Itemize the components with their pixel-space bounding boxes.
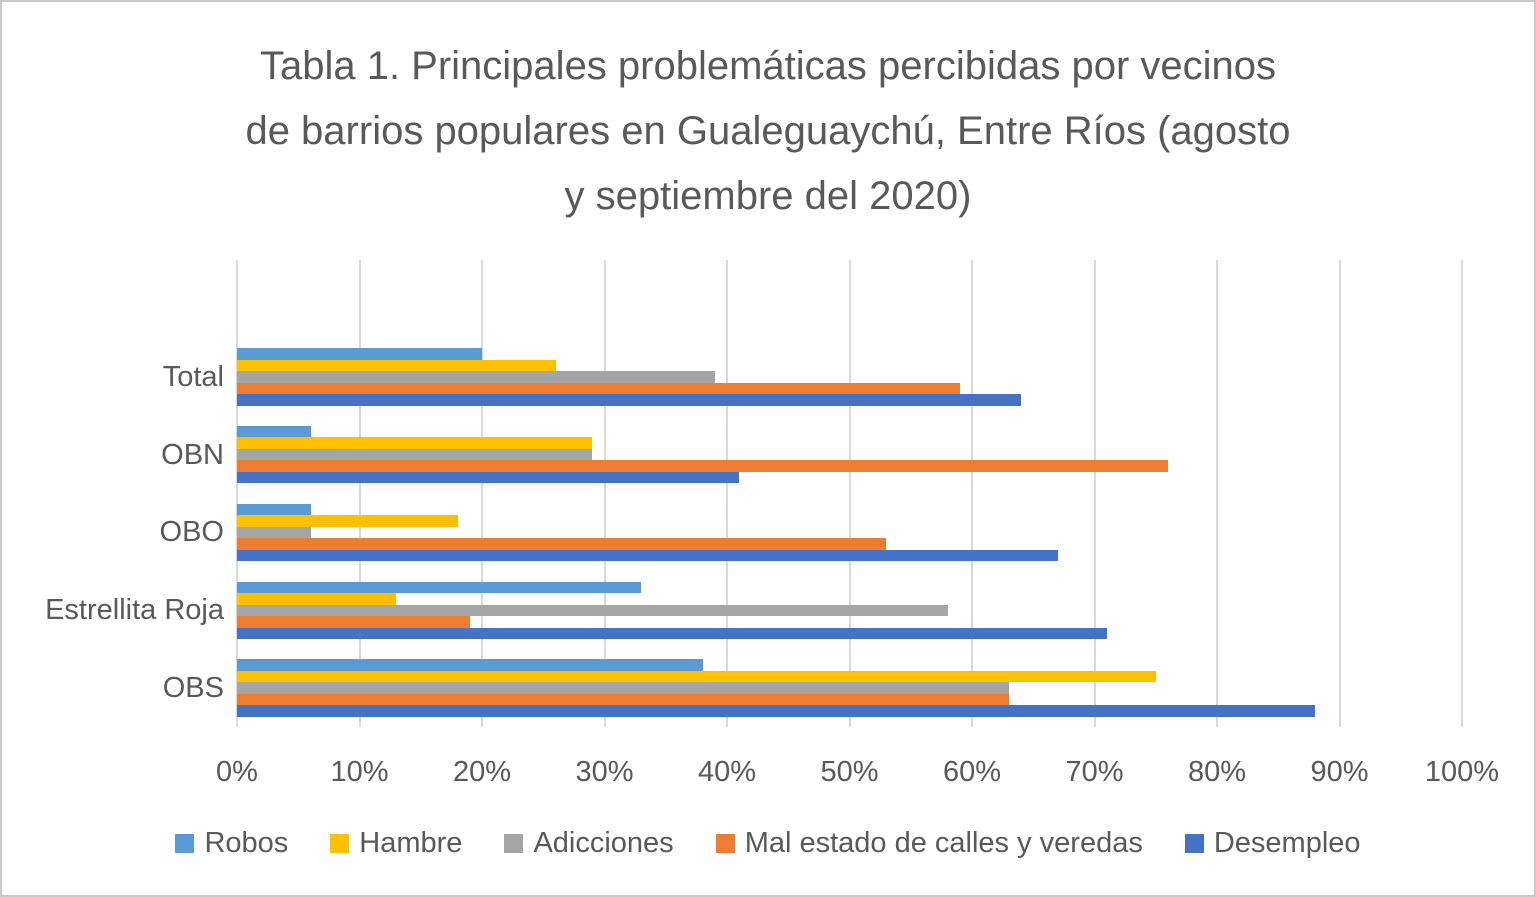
bar-Total-Adicciones [237,371,715,383]
legend-label-Hambre: Hambre [359,827,463,859]
category-label-OBS: OBS [162,672,224,705]
legend: Robos Hambre Adicciones Mal estado de calle… [2,824,1534,862]
gridline-90% [1338,260,1341,727]
legend-label-Adicciones: Adicciones [533,827,674,859]
gridline-30% [603,260,606,727]
bar-Estrellita Roja-Mal estado de calles y veredas [237,616,470,628]
x-tick-label-90%: 90% [1310,756,1369,788]
legend-marker-Robos [175,833,195,853]
bar-Estrellita Roja-Robos [237,581,642,593]
category-label-Estrellita Roja: Estrellita Roja [45,594,224,627]
bar-OBS-Adicciones [237,682,1009,694]
x-tick-label-10%: 10% [330,756,389,788]
x-tick-label-20%: 20% [452,756,512,788]
bar-OBO-Robos [237,503,311,516]
bar-OBO-Adicciones [237,526,311,539]
x-tick-label-40%: 40% [697,756,757,788]
gridline-70% [1093,260,1096,727]
category-label-Total: Total [162,360,224,393]
legend-label-Desempleo: Desempleo [1213,827,1361,859]
gridline-10% [358,260,361,727]
legend-item-Robos: Robos [175,824,288,862]
bar-OBS-Hambre [237,670,1156,683]
gridline-60% [971,260,973,727]
bar-Total-Desempleo [237,394,1021,406]
legend-label-Mal estado de calles y veredas: Mal estado de calles y veredas [744,827,1143,859]
x-tick-label-50%: 50% [820,756,879,788]
x-tick-label-30%: 30% [575,756,634,788]
bar-OBS-Robos [237,659,703,671]
gridline-80% [1216,260,1218,727]
bar-OBO-Hambre [237,515,458,527]
chart-title-line-1: Tabla 1. Principales problemáticas perci… [259,44,1277,88]
legend-marker-Adicciones [504,833,524,853]
x-tick-label-0%: 0% [216,756,258,788]
chart-title-line-2: de barrios populares en Gualeguaychú, En… [245,109,1291,153]
gridline-0% [236,260,238,727]
plot-area [236,260,1463,727]
legend-marker-Hambre [330,833,350,853]
x-tick-label-100%: 100% [1424,756,1500,788]
bar-Estrellita Roja-Adicciones [237,604,948,616]
legend-item-Hambre: Hambre [330,824,462,862]
x-tick-label-60%: 60% [942,756,1002,788]
bar-Estrellita Roja-Hambre [237,593,397,605]
gridline-50% [848,260,851,727]
bar-Total-Robos [237,348,482,360]
bar-OBN-Robos [237,425,311,438]
bar-OBS-Mal estado de calles y veredas [237,693,1009,706]
bar-OBN-Adicciones [237,448,593,461]
bar-OBN-Hambre [237,437,593,449]
chart-title-line-3: y septiembre del 2020) [564,174,972,218]
gridline-20% [481,260,483,727]
gridline-100% [1461,260,1463,727]
legend-marker-Desempleo [1184,833,1204,853]
legend-item-Desempleo: Desempleo [1184,824,1361,862]
chart-title: Tabla 1. Principales problemáticas perci… [2,34,1534,229]
bar-OBO-Desempleo [237,549,1058,562]
bar-OBO-Mal estado de calles y veredas [237,538,887,550]
x-tick-label-80%: 80% [1187,756,1247,788]
bar-OBN-Desempleo [237,471,740,484]
legend-label-Robos: Robos [204,827,289,859]
bar-OBS-Desempleo [237,705,1315,717]
x-tick-label-70%: 70% [1065,756,1124,788]
bar-Estrellita Roja-Desempleo [237,627,1107,639]
category-label-OBO: OBO [159,516,224,549]
bar-Total-Mal estado de calles y veredas [237,382,960,394]
bar-OBN-Mal estado de calles y veredas [237,460,1168,472]
bar-Total-Hambre [237,359,556,371]
category-label-OBN: OBN [161,438,224,471]
gridline-40% [726,260,728,727]
legend-item-Adicciones: Adicciones [504,824,674,862]
legend-item-Mal estado de calles y veredas: Mal estado de calles y veredas [715,824,1143,862]
legend-marker-Mal estado de calles y veredas [715,833,735,853]
